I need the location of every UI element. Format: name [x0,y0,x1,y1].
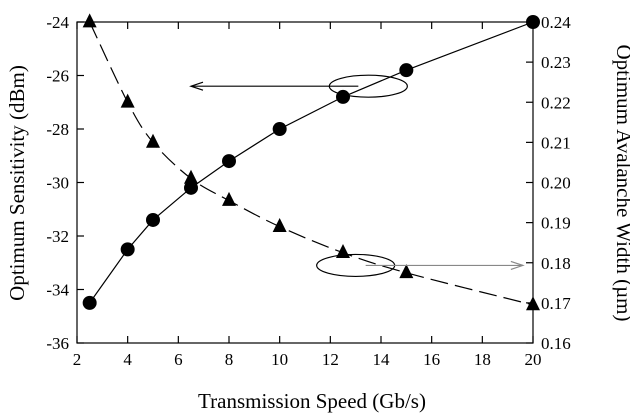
y-right-tick-label: 0.18 [541,254,571,273]
y-left-axis-title: Optimum Sensitivity (dBm) [5,65,29,301]
data-point-triangle [272,217,287,232]
data-point-circle [526,15,540,29]
x-axis-ticks: 2 4 6 8 10 12 14 16 18 20 [73,22,542,369]
y-left-tick-label: -34 [46,281,69,300]
y-right-tick-label: 0.23 [541,53,571,72]
y-right-tick-label: 0.21 [541,133,571,152]
x-tick-label: 20 [525,350,542,369]
y-right-tick-label: 0.20 [541,174,571,193]
y-right-axis-ticks: 0.16 0.17 0.18 0.19 0.20 0.21 0.22 0.23 0.24 [526,13,571,353]
x-tick-label: 6 [174,350,183,369]
y-left-tick-label: -32 [46,227,69,246]
y-left-tick-label: -36 [46,334,69,353]
y-left-tick-label: -28 [46,120,69,139]
data-point-triangle [120,93,135,108]
plot-frame-rect [76,21,534,344]
data-point-circle [120,242,135,257]
y-left-tick-label: -26 [46,67,69,86]
y-right-axis-title: Optimum Avalanche Width (µm) [612,44,630,321]
y-right-tick-label: 0.22 [541,93,571,112]
y-right-tick-label: 0.24 [541,13,571,32]
plot-frame [76,21,534,344]
data-point-circle [184,180,198,195]
y-left-tick-label: -24 [46,13,69,32]
data-point-circle [399,63,414,78]
data-point-triangle [184,169,198,184]
series-line-circle [89,21,534,304]
annotations [189,74,525,278]
x-tick-label: 8 [225,350,234,369]
x-tick-label: 18 [474,350,491,369]
data-point-circle [82,295,97,310]
y-left-axis-ticks: -36 -34 -32 -30 -28 -26 -24 [46,13,84,353]
x-tick-label: 12 [322,350,339,369]
data-point-triangle [222,191,236,206]
data-point-circle [272,122,287,136]
annotation-arrowhead-left [189,81,204,91]
x-tick-label: 16 [423,350,440,369]
x-tick-label: 4 [123,350,132,369]
y-right-tick-label: 0.16 [541,334,571,353]
x-tick-label: 2 [73,350,82,369]
data-point-circle [146,212,160,227]
data-point-circle [336,89,350,104]
data-point-triangle [399,264,414,279]
y-left-tick-label: -30 [46,174,69,193]
data-point-triangle [526,296,540,311]
x-tick-label: 14 [373,350,391,369]
series-line-triangle [89,21,534,306]
data-point-circle [222,154,236,169]
x-axis-title: Transmission Speed (Gb/s) [198,389,426,413]
x-tick-label: 10 [271,350,288,369]
y-right-tick-label: 0.19 [541,214,571,233]
data-point-triangle [146,133,160,148]
y-right-tick-label: 0.17 [541,294,571,313]
data-point-triangle [82,13,97,28]
annotation-arrowhead-right [510,260,525,270]
